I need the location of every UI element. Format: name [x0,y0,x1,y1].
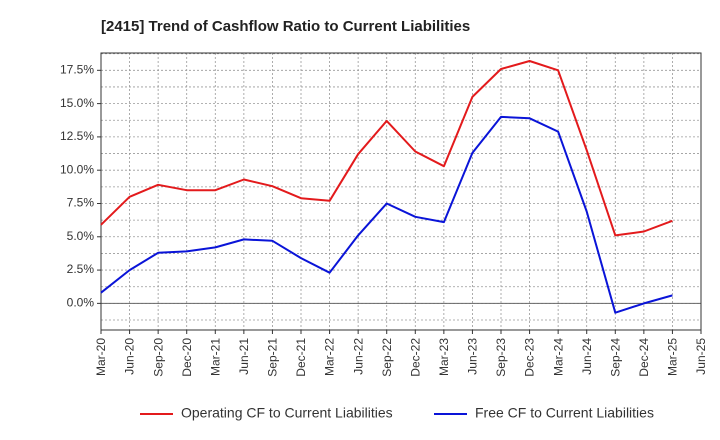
x-tick-label: Sep-23 [494,338,508,377]
chart-title: [2415] Trend of Cashflow Ratio to Curren… [101,18,470,35]
x-tick-label: Jun-24 [580,338,594,375]
y-tick-label: 12.5% [60,129,94,143]
x-tick-label: Sep-20 [151,338,165,377]
x-axis-ticks: Mar-20 Jun-20 Sep-20 Dec-20 Mar-21 Jun-21 Sep-… [94,330,708,377]
x-tick-label: Mar-20 [94,338,108,376]
series-lines [100,60,673,314]
y-tick-label: 10.0% [60,162,94,176]
y-tick-label: 7.5% [67,196,95,210]
x-tick-label: Dec-23 [523,338,537,377]
x-tick-label: Dec-21 [294,338,308,377]
x-tick-label: Jun-25 [694,338,708,375]
y-tick-label: 17.5% [60,62,94,76]
x-tick-label: Mar-25 [666,338,680,376]
grid-lines [100,53,702,330]
series-line-operating-cf [100,60,673,237]
y-tick-label: 0.0% [67,296,95,310]
x-tick-label: Jun-22 [351,338,365,375]
y-tick-label: 5.0% [67,229,95,243]
x-tick-label: Jun-20 [123,338,137,375]
x-tick-label: Mar-21 [208,338,222,376]
y-tick-label: 15.0% [60,96,94,110]
y-axis-ticks: 0.0% 2.5% 5.0% 7.5% 10.0% 12.5% 15.0% 17.5% [60,62,101,310]
y-tick-label: 2.5% [67,262,95,276]
x-tick-label: Mar-24 [551,338,565,376]
x-tick-label: Mar-22 [323,338,337,376]
x-tick-label: Jun-23 [466,338,480,375]
x-tick-label: Mar-23 [437,338,451,376]
legend-label: Operating CF to Current Liabilities [181,405,393,421]
x-tick-label: Jun-21 [237,338,251,375]
legend-label: Free CF to Current Liabilities [475,405,654,421]
series-line-free-cf [100,115,673,314]
x-tick-label: Sep-24 [608,338,622,377]
x-tick-label: Sep-22 [380,338,394,377]
x-tick-label: Sep-21 [266,338,280,377]
x-tick-label: Dec-20 [180,338,194,377]
x-tick-label: Dec-22 [408,338,422,377]
plot-area [100,52,702,331]
legend: Operating CF to Current Liabilities Free … [140,405,654,421]
x-tick-label: Dec-24 [637,338,651,377]
